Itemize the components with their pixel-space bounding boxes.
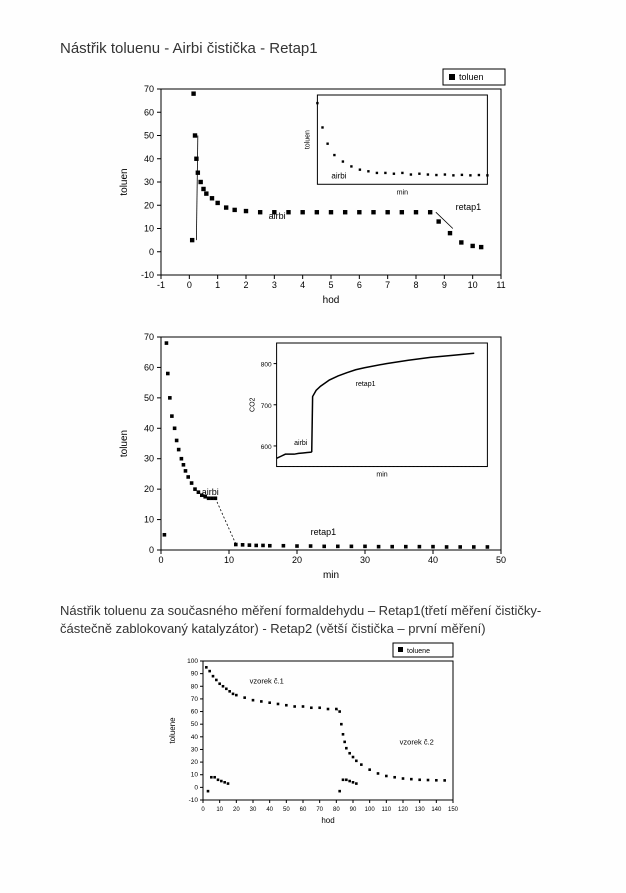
svg-text:vzorek č.2: vzorek č.2: [400, 737, 434, 746]
svg-text:50: 50: [496, 555, 506, 565]
svg-text:90: 90: [191, 671, 199, 678]
svg-text:100: 100: [365, 807, 376, 813]
chart2: 0 10 20 30 40 50 0 10 20 30 40 50 60 70 min toluen airbi…: [113, 327, 513, 582]
svg-text:3: 3: [272, 280, 277, 290]
svg-text:toluen: toluen: [304, 130, 311, 149]
svg-text:20: 20: [292, 555, 302, 565]
svg-text:60: 60: [191, 709, 199, 716]
svg-text:50: 50: [191, 721, 199, 728]
svg-text:150: 150: [448, 807, 459, 813]
svg-text:min: min: [397, 189, 408, 196]
chart3-wrap: 0102030405060708090100110120130140150-10…: [60, 641, 566, 826]
chart1-wrap: -101234567891011-10010203040506070hodtol…: [60, 67, 566, 307]
svg-text:7: 7: [385, 280, 390, 290]
svg-text:toluen: toluen: [119, 430, 130, 457]
svg-text:hod: hod: [321, 816, 334, 825]
svg-text:4: 4: [300, 280, 305, 290]
svg-text:110: 110: [382, 807, 392, 813]
page: Nástřik toluenu - Airbi čistička - Retap…: [0, 0, 626, 893]
svg-text:10: 10: [191, 772, 199, 779]
svg-text:70: 70: [144, 332, 154, 342]
svg-text:hod: hod: [323, 295, 340, 306]
chart1: -101234567891011-10010203040506070hodtol…: [113, 67, 513, 307]
svg-text:toluene: toluene: [407, 648, 430, 655]
svg-text:70: 70: [191, 696, 199, 703]
svg-text:60: 60: [144, 362, 154, 372]
svg-text:CO2: CO2: [250, 397, 257, 412]
svg-text:30: 30: [360, 555, 370, 565]
svg-text:40: 40: [144, 154, 154, 164]
svg-text:2: 2: [243, 280, 248, 290]
svg-text:6: 6: [357, 280, 362, 290]
chart1-title: Nástřik toluenu - Airbi čistička - Retap…: [60, 40, 566, 57]
svg-text:0: 0: [158, 555, 163, 565]
svg-text:toluene: toluene: [168, 717, 177, 744]
svg-text:100: 100: [187, 658, 198, 665]
svg-text:-10: -10: [141, 270, 154, 280]
svg-text:vzorek č.1: vzorek č.1: [250, 677, 284, 686]
svg-text:11: 11: [496, 280, 505, 290]
svg-text:retap1: retap1: [456, 202, 482, 212]
svg-text:30: 30: [250, 807, 257, 813]
chart2-wrap: 0 10 20 30 40 50 0 10 20 30 40 50 60 70 min toluen airbi…: [60, 327, 566, 582]
chart3: 0102030405060708090100110120130140150-10…: [163, 641, 463, 826]
svg-text:70: 70: [144, 84, 154, 94]
svg-text:20: 20: [144, 484, 154, 494]
svg-text:0: 0: [187, 280, 192, 290]
svg-text:40: 40: [191, 734, 199, 741]
chart3-caption: Nástřik toluenu za současného měření for…: [60, 602, 566, 637]
svg-text:10: 10: [468, 280, 478, 290]
svg-text:50: 50: [283, 807, 290, 813]
svg-text:130: 130: [415, 807, 426, 813]
svg-text:10: 10: [216, 807, 223, 813]
svg-text:50: 50: [144, 393, 154, 403]
svg-text:10: 10: [224, 555, 234, 565]
svg-text:5: 5: [328, 280, 333, 290]
svg-text:40: 40: [144, 423, 154, 433]
svg-text:800: 800: [261, 362, 272, 369]
svg-text:600: 600: [261, 444, 272, 451]
svg-text:70: 70: [316, 807, 323, 813]
svg-text:60: 60: [144, 107, 154, 117]
svg-text:airbi: airbi: [331, 171, 346, 180]
svg-text:700: 700: [261, 403, 272, 410]
svg-text:1: 1: [215, 280, 220, 290]
svg-text:retap1: retap1: [356, 381, 376, 388]
svg-text:-10: -10: [189, 797, 199, 804]
svg-text:-1: -1: [157, 280, 165, 290]
svg-text:30: 30: [144, 177, 154, 187]
svg-text:9: 9: [442, 280, 447, 290]
svg-text:40: 40: [266, 807, 273, 813]
svg-text:20: 20: [144, 200, 154, 210]
svg-text:0: 0: [149, 247, 154, 257]
svg-text:retap1: retap1: [311, 527, 337, 537]
svg-text:90: 90: [350, 807, 357, 813]
svg-text:30: 30: [144, 454, 154, 464]
svg-text:airbi: airbi: [202, 487, 219, 497]
svg-text:20: 20: [233, 807, 240, 813]
svg-text:50: 50: [144, 131, 154, 141]
svg-text:min: min: [323, 570, 339, 581]
svg-text:8: 8: [413, 280, 418, 290]
svg-text:10: 10: [144, 224, 154, 234]
svg-text:min: min: [376, 472, 387, 479]
svg-text:30: 30: [191, 747, 199, 754]
svg-text:0: 0: [201, 807, 205, 813]
svg-text:80: 80: [333, 807, 340, 813]
svg-text:60: 60: [300, 807, 307, 813]
svg-text:toluen: toluen: [459, 72, 484, 82]
svg-text:120: 120: [398, 807, 409, 813]
svg-text:toluen: toluen: [119, 168, 130, 195]
svg-text:0: 0: [149, 545, 154, 555]
svg-text:0: 0: [194, 784, 198, 791]
svg-text:140: 140: [431, 807, 442, 813]
svg-text:10: 10: [144, 515, 154, 525]
svg-text:airbi: airbi: [294, 440, 308, 447]
svg-text:40: 40: [428, 555, 438, 565]
svg-text:airbi: airbi: [269, 211, 286, 221]
svg-text:20: 20: [191, 759, 199, 766]
svg-text:80: 80: [191, 683, 199, 690]
